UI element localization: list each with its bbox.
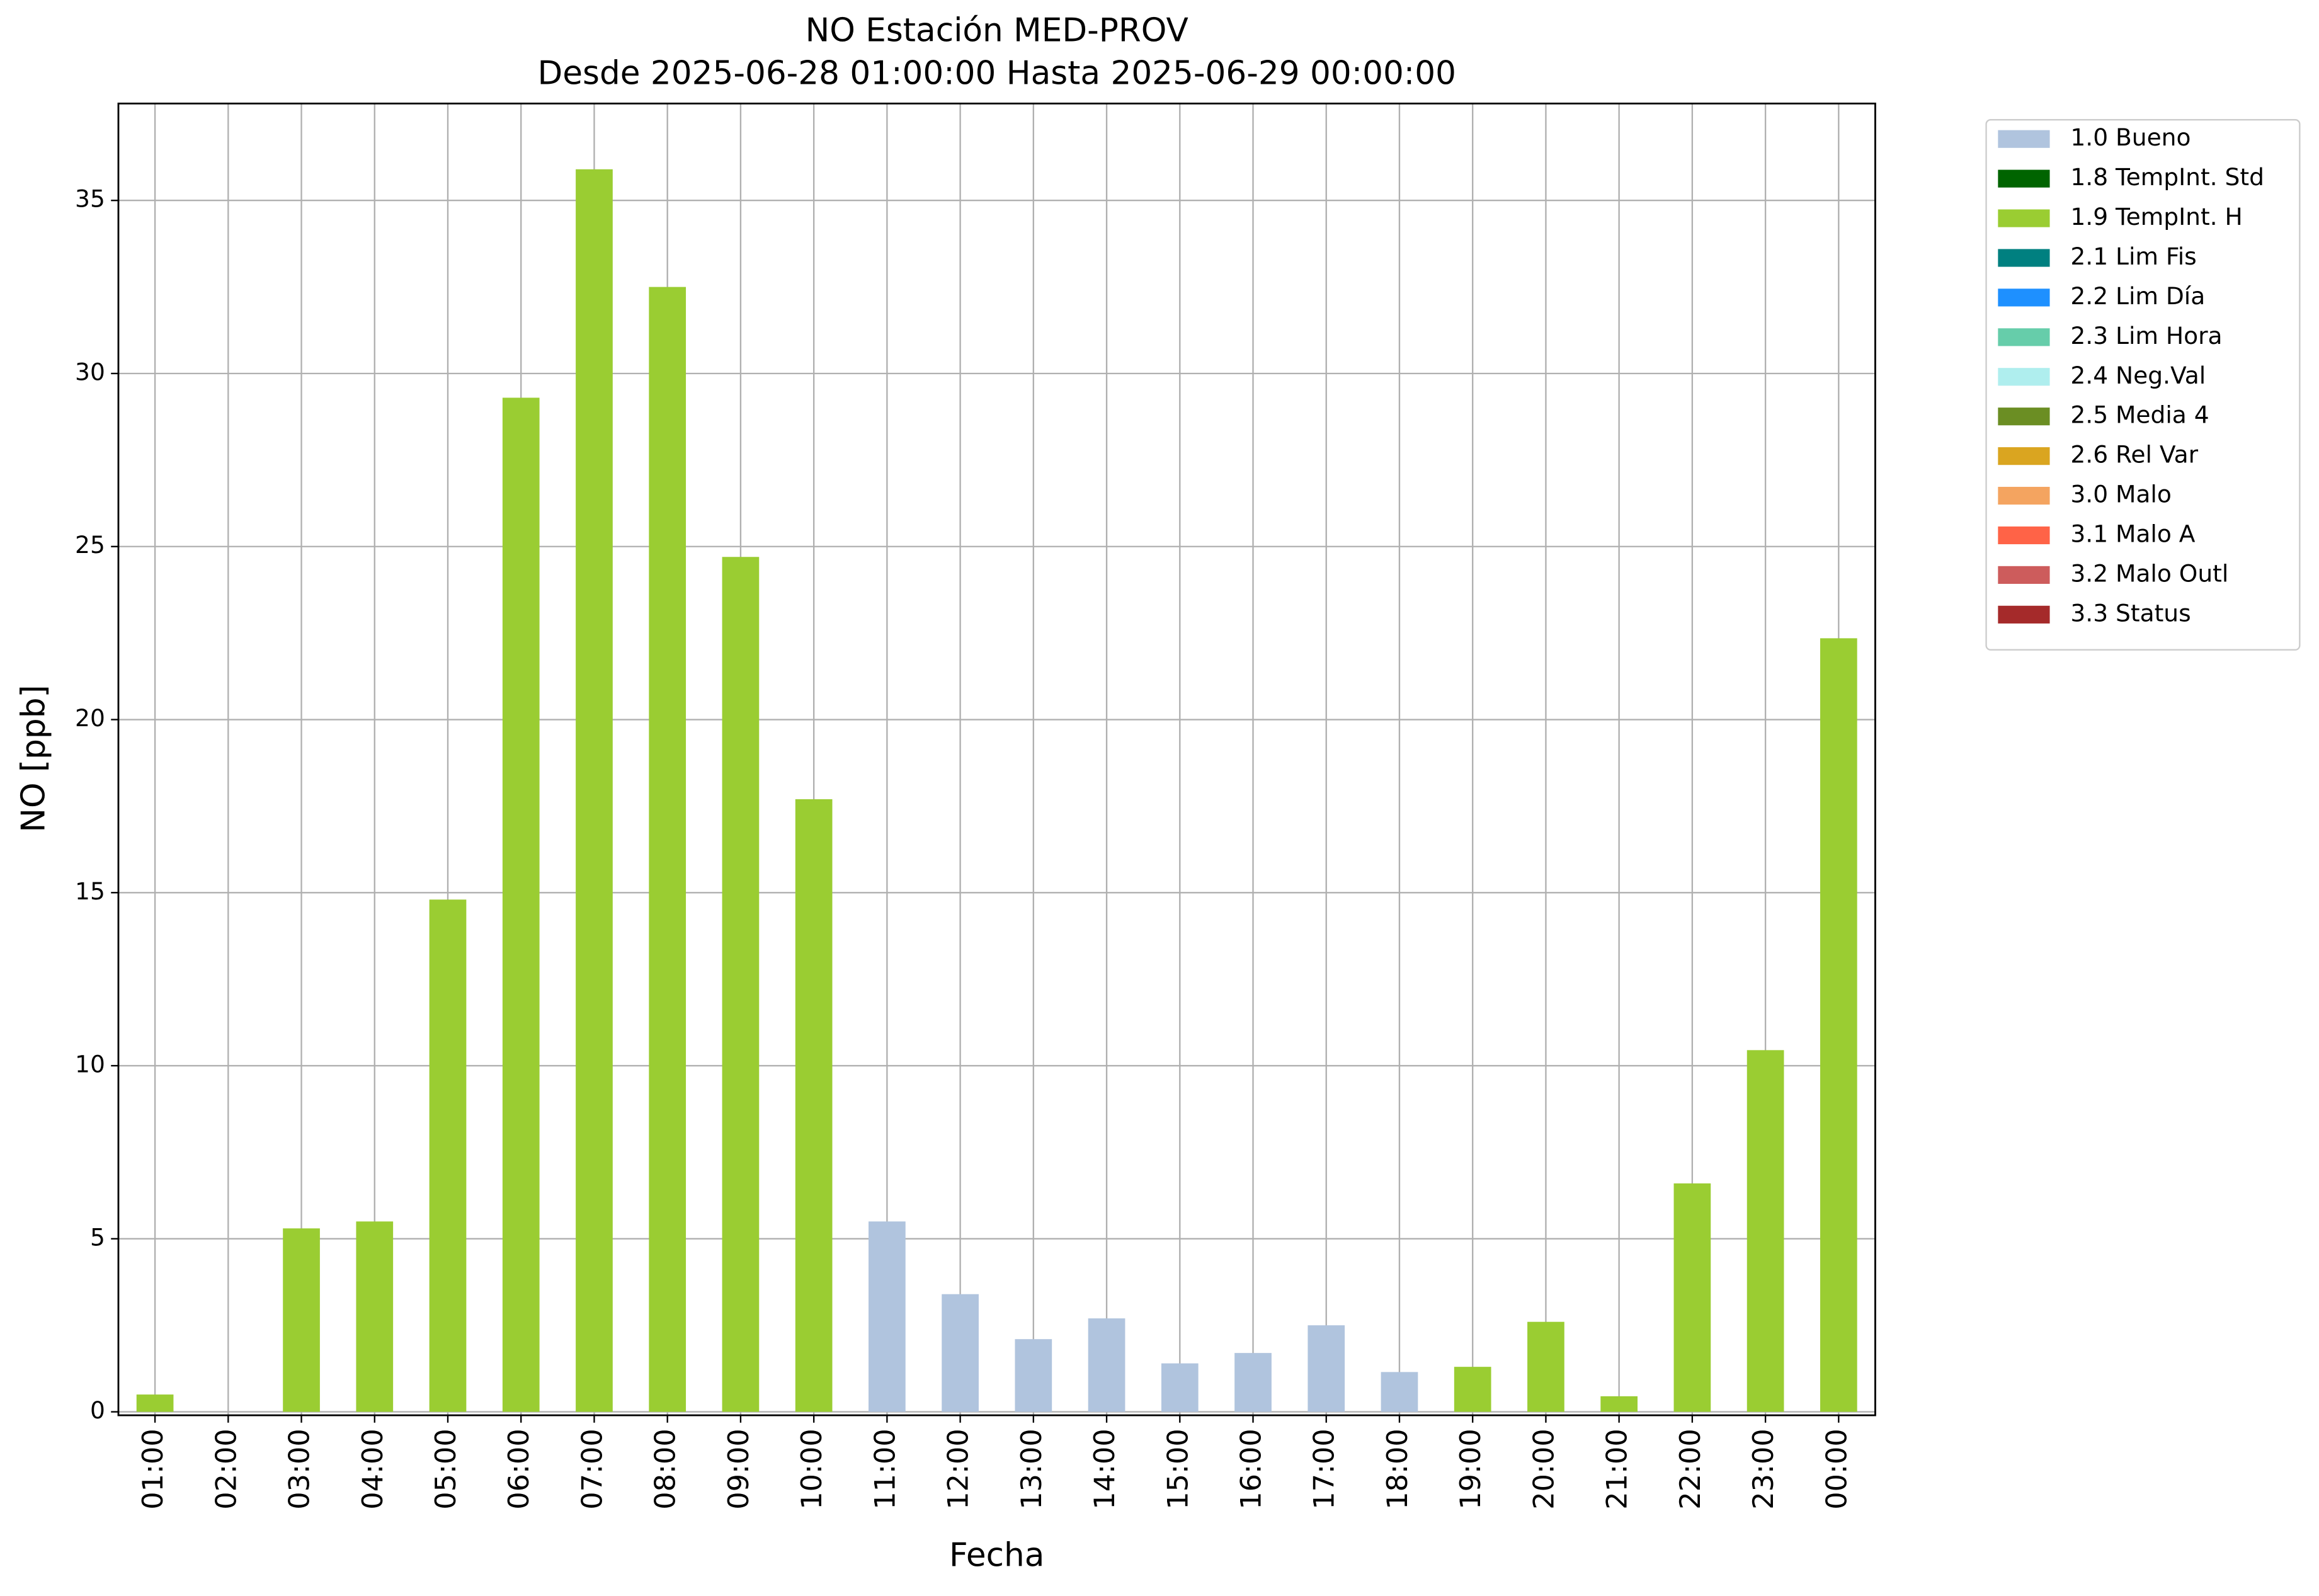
legend-label: 2.2 Lim Día xyxy=(2070,282,2205,310)
x-tick-label: 10:00 xyxy=(795,1428,828,1510)
x-tick-label: 01:00 xyxy=(137,1428,169,1510)
y-tick-label: 20 xyxy=(75,704,105,732)
x-tick-label: 18:00 xyxy=(1381,1428,1414,1510)
bar xyxy=(283,1228,320,1412)
x-tick-label: 21:00 xyxy=(1601,1428,1634,1510)
bar xyxy=(1820,638,1857,1412)
x-tick-label: 22:00 xyxy=(1674,1428,1707,1510)
bar xyxy=(502,397,540,1412)
y-tick-label: 5 xyxy=(90,1223,105,1251)
legend-label: 2.6 Rel Var xyxy=(2070,441,2198,469)
bar xyxy=(942,1294,979,1412)
legend-swatch xyxy=(1998,566,2050,584)
legend-swatch xyxy=(1998,605,2050,624)
legend-swatch xyxy=(1998,408,2050,426)
legend-label: 3.0 Malo xyxy=(2070,481,2171,508)
bar xyxy=(1234,1353,1272,1412)
legend-swatch xyxy=(1998,486,2050,505)
y-tick-label: 10 xyxy=(75,1051,105,1078)
y-axis-label: NO [ppb] xyxy=(14,685,52,832)
legend-label: 2.4 Neg.Val xyxy=(2070,362,2206,389)
bar xyxy=(429,899,467,1412)
bar xyxy=(576,169,613,1412)
legend-box xyxy=(1985,119,2301,651)
legend-swatch xyxy=(1998,526,2050,545)
x-tick-label: 06:00 xyxy=(503,1428,535,1510)
legend-swatch xyxy=(1998,328,2050,346)
bar xyxy=(722,557,760,1412)
bar xyxy=(1454,1367,1491,1412)
x-tick-label: 17:00 xyxy=(1308,1428,1341,1510)
x-tick-label: 15:00 xyxy=(1161,1428,1194,1510)
plot-frame xyxy=(117,102,1876,1416)
legend-label: 1.0 Bueno xyxy=(2070,123,2191,151)
bar xyxy=(1088,1318,1125,1412)
legend-label: 2.3 Lim Hora xyxy=(2070,322,2222,350)
x-tick-label: 20:00 xyxy=(1527,1428,1560,1510)
bar xyxy=(1527,1321,1564,1412)
x-tick-label: 05:00 xyxy=(430,1428,462,1510)
x-tick-label: 00:00 xyxy=(1820,1428,1853,1510)
y-tick-label: 0 xyxy=(90,1396,105,1424)
x-tick-label: 23:00 xyxy=(1747,1428,1780,1510)
x-axis-label: Fecha xyxy=(949,1536,1044,1574)
bar xyxy=(1746,1050,1784,1412)
chart-title: NO Estación MED-PROV xyxy=(806,12,1188,50)
legend-swatch xyxy=(1998,169,2050,188)
legend-label: 3.3 Status xyxy=(2070,599,2191,627)
x-tick-label: 16:00 xyxy=(1235,1428,1268,1510)
legend-label: 2.1 Lim Fis xyxy=(2070,242,2196,270)
legend-label: 1.8 TempInt. Std xyxy=(2070,163,2264,191)
bar xyxy=(1381,1372,1418,1412)
bar xyxy=(136,1394,174,1412)
legend-swatch xyxy=(1998,368,2050,386)
x-tick-label: 04:00 xyxy=(356,1428,389,1510)
legend-swatch xyxy=(1998,130,2050,148)
bar xyxy=(649,287,687,1412)
x-tick-label: 09:00 xyxy=(722,1428,755,1510)
legend-swatch xyxy=(1998,288,2050,307)
legend-label: 3.2 Malo Outl xyxy=(2070,559,2228,587)
x-tick-label: 14:00 xyxy=(1088,1428,1121,1510)
y-tick-label: 30 xyxy=(75,358,105,385)
bar xyxy=(1308,1325,1345,1412)
bar xyxy=(1161,1363,1199,1412)
y-tick-label: 35 xyxy=(75,185,105,213)
x-tick-label: 03:00 xyxy=(283,1428,316,1510)
legend-swatch xyxy=(1998,209,2050,227)
chart-subtitle: Desde 2025-06-28 01:00:00 Hasta 2025-06-… xyxy=(538,55,1456,93)
legend-label: 3.1 Malo A xyxy=(2070,520,2195,547)
x-tick-label: 12:00 xyxy=(942,1428,975,1510)
bar xyxy=(356,1221,394,1412)
x-tick-label: 19:00 xyxy=(1454,1428,1487,1510)
x-tick-label: 13:00 xyxy=(1015,1428,1048,1510)
x-tick-label: 02:00 xyxy=(210,1428,242,1510)
bar xyxy=(1673,1183,1711,1412)
x-tick-label: 08:00 xyxy=(649,1428,682,1510)
legend-swatch xyxy=(1998,447,2050,465)
bar xyxy=(795,799,833,1412)
bar xyxy=(1600,1396,1638,1412)
y-tick-label: 15 xyxy=(75,877,105,905)
bar xyxy=(869,1221,906,1412)
bar xyxy=(1015,1339,1052,1412)
legend-label: 1.9 TempInt. H xyxy=(2070,203,2242,231)
legend-swatch xyxy=(1998,249,2050,267)
x-tick-label: 11:00 xyxy=(869,1428,901,1510)
x-tick-label: 07:00 xyxy=(576,1428,608,1510)
y-tick-label: 25 xyxy=(75,531,105,559)
legend-label: 2.5 Media 4 xyxy=(2070,401,2209,429)
